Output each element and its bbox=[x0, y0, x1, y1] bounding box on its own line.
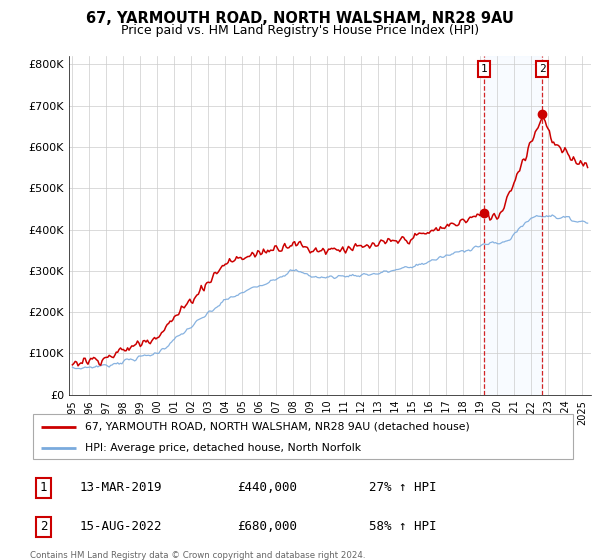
Text: Price paid vs. HM Land Registry's House Price Index (HPI): Price paid vs. HM Land Registry's House … bbox=[121, 24, 479, 36]
Bar bbox=[484, 56, 542, 395]
Text: 1: 1 bbox=[481, 64, 487, 74]
Text: 1: 1 bbox=[40, 482, 47, 494]
Text: £680,000: £680,000 bbox=[238, 520, 298, 533]
Text: HPI: Average price, detached house, North Norfolk: HPI: Average price, detached house, Nort… bbox=[85, 443, 361, 453]
FancyBboxPatch shape bbox=[33, 414, 573, 459]
Text: £440,000: £440,000 bbox=[238, 482, 298, 494]
Text: 2: 2 bbox=[539, 64, 545, 74]
Text: 67, YARMOUTH ROAD, NORTH WALSHAM, NR28 9AU: 67, YARMOUTH ROAD, NORTH WALSHAM, NR28 9… bbox=[86, 11, 514, 26]
Text: 67, YARMOUTH ROAD, NORTH WALSHAM, NR28 9AU (detached house): 67, YARMOUTH ROAD, NORTH WALSHAM, NR28 9… bbox=[85, 422, 469, 432]
Text: 27% ↑ HPI: 27% ↑ HPI bbox=[368, 482, 436, 494]
Text: 58% ↑ HPI: 58% ↑ HPI bbox=[368, 520, 436, 533]
Text: 13-MAR-2019: 13-MAR-2019 bbox=[79, 482, 161, 494]
Text: 2: 2 bbox=[40, 520, 47, 533]
Text: 15-AUG-2022: 15-AUG-2022 bbox=[79, 520, 161, 533]
Text: Contains HM Land Registry data © Crown copyright and database right 2024.
This d: Contains HM Land Registry data © Crown c… bbox=[30, 551, 365, 560]
